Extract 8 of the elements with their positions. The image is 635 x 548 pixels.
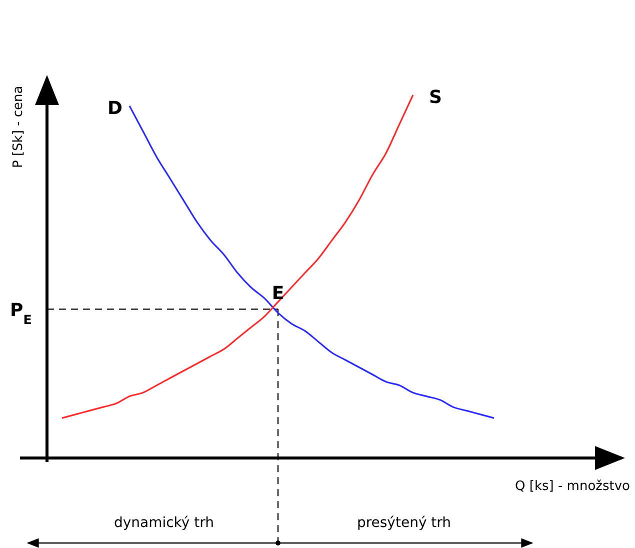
ref-line-label: P$_{E}$ bbox=[10, 300, 32, 327]
text: presýtený trh bbox=[356, 515, 452, 531]
y-axis-title: P [Sk] - cena bbox=[11, 86, 26, 168]
series-label: S bbox=[429, 87, 442, 108]
series-label: D bbox=[108, 98, 122, 119]
annotation: E bbox=[272, 283, 284, 304]
x-axis-title: Q [ks] - množstvo bbox=[515, 479, 630, 494]
text: dynamický trh bbox=[114, 515, 214, 531]
